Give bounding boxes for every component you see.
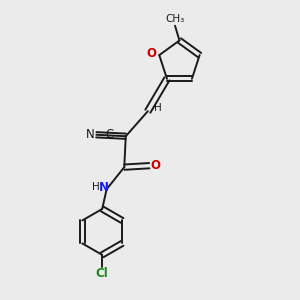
- Text: N: N: [85, 128, 94, 141]
- Text: O: O: [151, 159, 161, 172]
- Text: H: H: [92, 182, 100, 192]
- Text: H: H: [154, 103, 162, 113]
- Text: N: N: [99, 181, 109, 194]
- Text: Cl: Cl: [96, 267, 109, 280]
- Text: CH₃: CH₃: [165, 14, 185, 24]
- Text: O: O: [146, 47, 156, 60]
- Text: C: C: [105, 128, 114, 141]
